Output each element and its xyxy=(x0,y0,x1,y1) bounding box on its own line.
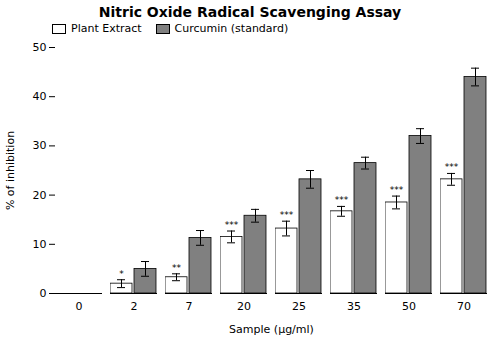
svg-text:20: 20 xyxy=(33,189,47,202)
svg-text:**: ** xyxy=(172,263,182,273)
svg-text:2: 2 xyxy=(131,300,138,313)
svg-text:20: 20 xyxy=(237,300,251,313)
svg-text:7: 7 xyxy=(186,300,193,313)
svg-text:Sample (μg/ml): Sample (μg/ml) xyxy=(229,323,314,336)
html-text:Plant Extract: Plant Extract xyxy=(71,22,142,35)
svg-text:25: 25 xyxy=(292,300,306,313)
svg-text:50: 50 xyxy=(33,41,47,54)
svg-text:40: 40 xyxy=(33,90,47,103)
svg-text:***: *** xyxy=(225,220,239,230)
svg-text:70: 70 xyxy=(457,300,471,313)
svg-text:10: 10 xyxy=(33,238,47,251)
svg-text:50: 50 xyxy=(402,300,416,313)
svg-text:% of inhibition: % of inhibition xyxy=(4,131,17,210)
svg-text:***: *** xyxy=(445,162,459,172)
svg-text:*: * xyxy=(119,269,124,279)
svg-text:***: *** xyxy=(390,185,404,195)
svg-text:0: 0 xyxy=(40,287,47,300)
svg-text:***: *** xyxy=(280,210,294,220)
html-text:Curcumin (standard): Curcumin (standard) xyxy=(174,22,289,35)
svg-text:0: 0 xyxy=(76,300,83,313)
svg-text:30: 30 xyxy=(33,139,47,152)
svg-text:35: 35 xyxy=(347,300,361,313)
html-text:Nitric Oxide Radical Scavengin: Nitric Oxide Radical Scavenging Assay xyxy=(98,4,402,20)
svg-text:***: *** xyxy=(335,195,349,205)
